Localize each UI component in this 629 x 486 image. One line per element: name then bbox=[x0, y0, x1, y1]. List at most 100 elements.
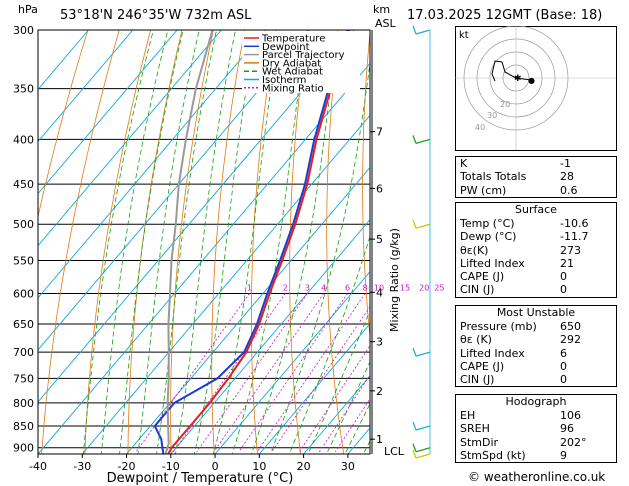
x-tick-label: -40 bbox=[29, 460, 47, 473]
surface-label: Lifted Index bbox=[460, 256, 525, 270]
wet-adiabat-line bbox=[137, 30, 200, 454]
dry-adiabat-line bbox=[170, 30, 214, 454]
hodo-label: StmSpd (kt) bbox=[460, 448, 526, 462]
isotherm-line bbox=[170, 218, 370, 454]
pressure-tick-label: 550 bbox=[13, 254, 34, 267]
pressure-tick-label: 600 bbox=[13, 288, 34, 301]
wind-barb bbox=[415, 351, 431, 357]
pressure-unit-label: hPa bbox=[18, 3, 38, 16]
pressure-tick-label: 450 bbox=[13, 178, 34, 191]
mixing-ratio-line bbox=[298, 345, 370, 453]
legend-label: Parcel Trajectory bbox=[262, 50, 345, 61]
surface-value: 0 bbox=[560, 270, 567, 284]
mixing-ratio-line bbox=[318, 374, 370, 453]
dry-adiabat-line bbox=[251, 30, 277, 454]
x-tick-label: -10 bbox=[162, 460, 180, 473]
wind-barb-flag bbox=[412, 219, 417, 229]
dry-adiabat-line bbox=[362, 30, 370, 341]
x-tick-label: 0 bbox=[212, 460, 219, 473]
most-unstable-title: Most Unstable bbox=[496, 306, 576, 319]
dry-adiabat-line bbox=[211, 30, 246, 454]
mixing-ratio-label: 1 bbox=[247, 284, 252, 293]
wet-adiabat-line bbox=[344, 403, 370, 454]
watermark: © weatheronline.co.uk bbox=[468, 470, 606, 484]
index-value: 0.6 bbox=[560, 183, 578, 197]
wet-adiabat-line bbox=[326, 360, 370, 454]
hodograph-unit: kt bbox=[459, 30, 469, 41]
mu-label: CIN (J) bbox=[460, 373, 495, 387]
hodo-value: 96 bbox=[560, 422, 574, 436]
surface-table: Surface Temp (°C) -10.6 Dewp (°C) -11.7 θε… bbox=[455, 202, 617, 298]
mixing-ratio-line bbox=[271, 306, 370, 453]
pressure-tick-label: 900 bbox=[13, 442, 34, 455]
hodograph-trace bbox=[491, 60, 517, 82]
wind-barb-flag bbox=[412, 449, 417, 459]
km-tick-label: 7 bbox=[376, 126, 383, 139]
mixing-ratio-label: 3 bbox=[305, 284, 310, 293]
wet-adiabat-line bbox=[269, 60, 370, 454]
hodo-label: StmDir bbox=[460, 435, 499, 449]
sounding-lines bbox=[153, 30, 351, 454]
dry-adiabat-line bbox=[127, 30, 183, 454]
dry-adiabat-line bbox=[84, 30, 151, 454]
isotherm-line bbox=[38, 62, 370, 454]
surface-value: 273 bbox=[560, 243, 581, 257]
wet-adiabat-line bbox=[250, 30, 339, 454]
surface-title: Surface bbox=[515, 203, 557, 216]
wind-barb-flag bbox=[412, 25, 417, 35]
series-dewpoint bbox=[153, 30, 349, 454]
legend-label: Dry Adiabat bbox=[262, 58, 321, 69]
plot-frame bbox=[37, 29, 371, 455]
isotherm-line bbox=[303, 375, 370, 454]
wet-adiabat-line bbox=[119, 30, 184, 454]
mixing-ratio-label: 8 bbox=[363, 284, 368, 293]
km-tick-label: 5 bbox=[376, 233, 383, 246]
mixing-ratio-label: 20 bbox=[419, 284, 429, 293]
background-lines bbox=[38, 30, 455, 486]
wet-adiabat-line bbox=[307, 309, 370, 454]
wind-barb-flag bbox=[412, 135, 417, 144]
legend-label: Mixing Ratio bbox=[262, 83, 324, 94]
storm-motion-marker: ✱ bbox=[514, 74, 522, 84]
mixing-ratio-line bbox=[238, 293, 348, 453]
legend-label: Dewpoint bbox=[262, 42, 310, 53]
mu-label: θε (K) bbox=[460, 333, 492, 347]
km-tick-label: 3 bbox=[376, 336, 383, 349]
surface-label: CIN (J) bbox=[460, 283, 495, 297]
surface-label: Dewp (°C) bbox=[460, 230, 517, 244]
pressure-tick-label: 350 bbox=[13, 83, 34, 96]
legend-label: Isotherm bbox=[262, 75, 306, 86]
x-tick-label: 10 bbox=[252, 460, 266, 473]
asl-unit-label: ASL bbox=[375, 17, 396, 30]
indices-table: K -1 Totals Totals 28 PW (cm) 0.6 bbox=[455, 156, 617, 198]
index-value: -1 bbox=[560, 157, 571, 170]
hodo-value: 9 bbox=[560, 448, 567, 462]
wet-adiabat-line bbox=[231, 30, 308, 454]
hodo-value: 106 bbox=[560, 409, 581, 422]
wind-barb bbox=[415, 29, 431, 35]
mixing-ratio-label: 4 bbox=[321, 284, 326, 293]
mu-label: Lifted Index bbox=[460, 346, 525, 360]
mixing-ratio-line bbox=[196, 293, 308, 453]
mixing-ratio-label: 25 bbox=[434, 284, 444, 293]
index-label: K bbox=[460, 157, 468, 170]
hodograph: kt ✱ ● 20 30 40 bbox=[455, 26, 617, 151]
lcl-label: LCL bbox=[384, 445, 405, 458]
legend-label: Temperature bbox=[261, 34, 325, 45]
surface-value: -10.6 bbox=[560, 217, 589, 230]
wet-adiabat-line bbox=[363, 30, 455, 486]
pressure-tick-label: 300 bbox=[13, 24, 34, 37]
wet-adiabat-line bbox=[288, 235, 370, 454]
storm-motion-vector bbox=[515, 77, 532, 81]
wind-barb-flag bbox=[412, 347, 417, 357]
datetime-title: 17.03.2025 12GMT (Base: 18) bbox=[407, 8, 603, 23]
mu-value: 650 bbox=[560, 320, 581, 333]
surface-value: -11.7 bbox=[560, 230, 589, 244]
wind-barbs bbox=[412, 25, 431, 459]
hodo-label: SREH bbox=[460, 422, 490, 436]
pressure-tick-label: 650 bbox=[13, 318, 34, 331]
hodo-ring-label-30: 30 bbox=[487, 111, 497, 120]
km-axis: 7 6 5 4 3 2 1 bbox=[370, 30, 383, 454]
hodograph-table-title: Hodograph bbox=[505, 395, 567, 408]
temperature-axis: -40 -30 -20 -10 0 10 20 30 bbox=[29, 454, 355, 473]
